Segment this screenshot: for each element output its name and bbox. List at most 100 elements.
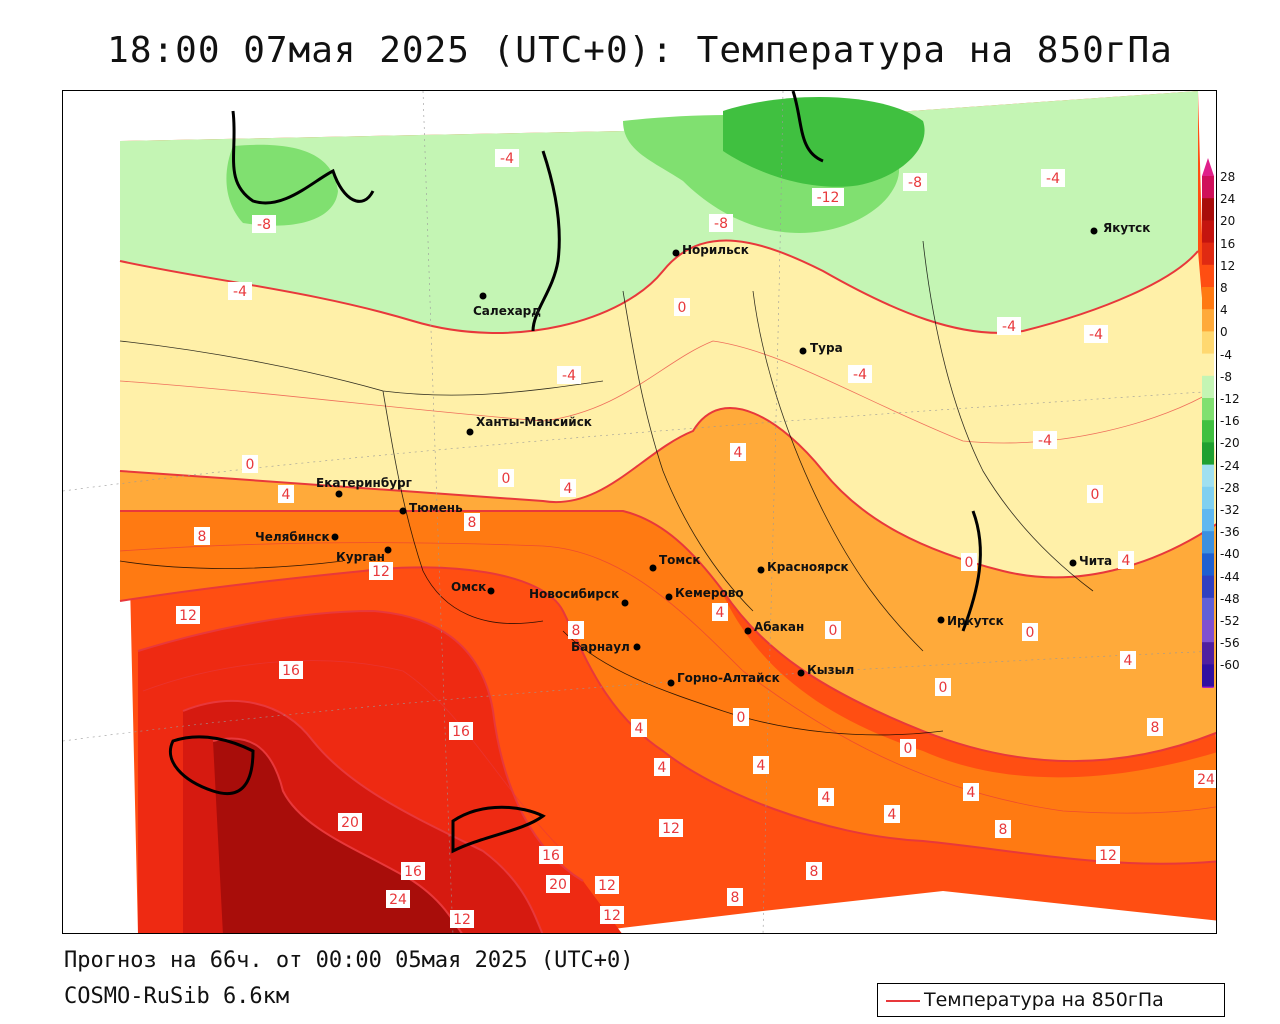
- isotherm-label: 4: [822, 790, 831, 806]
- colorbar-band: [1202, 642, 1214, 665]
- colorbar-tick-label: -28: [1220, 480, 1240, 495]
- isotherm-label-bg: [278, 485, 294, 503]
- city-label: Иркутск: [947, 614, 1004, 628]
- isotherm-label: 0: [829, 623, 838, 639]
- isotherm-label: 0: [904, 741, 913, 757]
- colorbar-tick-label: 8: [1220, 281, 1228, 295]
- isotherm-label: 8: [1151, 720, 1160, 736]
- colorbar-band: [1202, 309, 1214, 332]
- isotherm-label: 8: [468, 515, 477, 531]
- zone-8: [120, 491, 1216, 864]
- admin-borders: [119, 240, 1094, 736]
- isotherm-label: -8: [714, 216, 728, 232]
- isotherm-label: 16: [542, 848, 560, 864]
- map-canvas: Якутск Норильск Салехард Тура Ханты-Манс…: [63, 91, 1216, 933]
- colorbar-band: [1202, 242, 1214, 266]
- isotherm-label: -4: [1046, 171, 1060, 187]
- city-label: Челябинск: [255, 530, 330, 544]
- isotherm-label-bg: [961, 553, 977, 571]
- colorbar-tick-label: -32: [1220, 503, 1240, 517]
- colorbar-tick-label: -48: [1220, 591, 1240, 606]
- city-label: Ханты-Мансийск: [476, 415, 592, 429]
- colorbar-tick-label: -4: [1220, 347, 1232, 362]
- city-label: Новосибирск: [529, 587, 619, 601]
- isotherm-label-bg: [1084, 325, 1108, 343]
- isotherm-label-bg: [1118, 551, 1134, 569]
- isotherm-label-bg: [464, 513, 480, 531]
- isotherm-label-bg: [498, 469, 514, 487]
- isotherm-label-bg: [995, 820, 1011, 838]
- isotherm-label-bg: [818, 788, 834, 806]
- isotherm-label-bg: [733, 708, 749, 726]
- map-legend: Температура на 850гПа: [877, 983, 1225, 1017]
- colorbar-band: [1202, 375, 1214, 399]
- colorbar-band: [1202, 442, 1214, 466]
- colorbar-band: [1202, 464, 1214, 488]
- colorbar-band: [1202, 664, 1214, 688]
- city-label: Горно-Алтайск: [677, 671, 780, 685]
- isotherm-label: -4: [562, 368, 576, 384]
- colorbar-tick-label: 20: [1220, 214, 1236, 229]
- isotherm-value-labels: -4 -8 -12 -8 -4 -8 -4 -4 -4 -4 -4 -4 0 0 0 0 0 0 0 0 0 0 4 4 4 4 4…: [176, 149, 1216, 928]
- colorbar-band: [1202, 264, 1214, 288]
- isotherm-label-bg: [176, 606, 200, 624]
- isotherm-label: 0: [246, 457, 255, 473]
- city-label: Якутск: [1103, 221, 1150, 235]
- colorbar-band: [1202, 398, 1214, 421]
- temperature-map: Якутск Норильск Салехард Тура Ханты-Манс…: [62, 90, 1217, 934]
- isotherm-label: 12: [662, 821, 680, 837]
- isotherm-label: 4: [658, 760, 667, 776]
- isotherm-label: 8: [198, 529, 207, 545]
- city-label: Норильск: [682, 243, 749, 257]
- isotherm-label: -4: [1002, 319, 1016, 335]
- colorbar-band: [1202, 575, 1214, 599]
- isotherm-label: 0: [737, 710, 746, 726]
- isotherm-label-bg: [401, 862, 425, 880]
- colorbar-band: [1202, 597, 1214, 621]
- isotherm-label-bg: [674, 298, 690, 316]
- isotherm-label-bg: [825, 621, 841, 639]
- colorbar-tick-label: -24: [1220, 458, 1240, 473]
- isotherm-label: 4: [635, 721, 644, 737]
- isotherm-label-bg: [963, 783, 979, 801]
- isotherm-label: 16: [452, 724, 470, 740]
- isotherm-label-bg: [884, 805, 900, 823]
- isotherm-label: 20: [549, 877, 567, 893]
- isotherm-label: 4: [888, 807, 897, 823]
- city-label: Тура: [810, 341, 843, 355]
- colorbar-band: [1202, 509, 1214, 532]
- colorbar-band: [1202, 331, 1214, 355]
- isotherm-label-bg: [1022, 623, 1038, 641]
- colorbar-band: [1202, 220, 1214, 244]
- isotherm-label: -4: [1089, 327, 1103, 343]
- city-markers: Якутск Норильск Салехард Тура Ханты-Манс…: [255, 221, 1150, 687]
- isotherm-label-bg: [449, 722, 473, 740]
- isotherm-label: 12: [372, 564, 390, 580]
- isotherm-label: 0: [1026, 625, 1035, 641]
- isotherm-label: 0: [678, 300, 687, 316]
- isotherm-label-bg: [369, 562, 393, 580]
- isotherm-label-bg: [753, 756, 769, 774]
- isotherm-label-bg: [557, 366, 581, 384]
- isotherm-lines: [119, 239, 1216, 933]
- colorbar-band: [1202, 176, 1214, 199]
- isotherm-label-bg: [1041, 169, 1065, 187]
- isotherm-label-bg: [709, 214, 733, 232]
- city-label: Кызыл: [807, 663, 854, 677]
- colorbar-tick-label: -16: [1220, 414, 1240, 429]
- city-label: Томск: [659, 553, 701, 567]
- isotherm-label-bg: [631, 719, 647, 737]
- isotherm-label-bg: [727, 888, 743, 906]
- isotherm-label: 12: [453, 912, 471, 928]
- isotherm-label: 4: [564, 481, 573, 497]
- legend-line-swatch: [886, 1000, 920, 1002]
- colorbar-band: [1202, 353, 1214, 377]
- colorbar: [1202, 158, 1214, 688]
- colorbar-tick-label: 24: [1220, 192, 1236, 207]
- zone-minus12: [723, 97, 925, 187]
- isotherm-label: 4: [967, 785, 976, 801]
- isotherm-label: -8: [257, 217, 271, 233]
- colorbar-tick-label: -44: [1220, 569, 1240, 584]
- colorbar-tick-label: 16: [1220, 236, 1236, 251]
- isotherm-label: 4: [282, 487, 291, 503]
